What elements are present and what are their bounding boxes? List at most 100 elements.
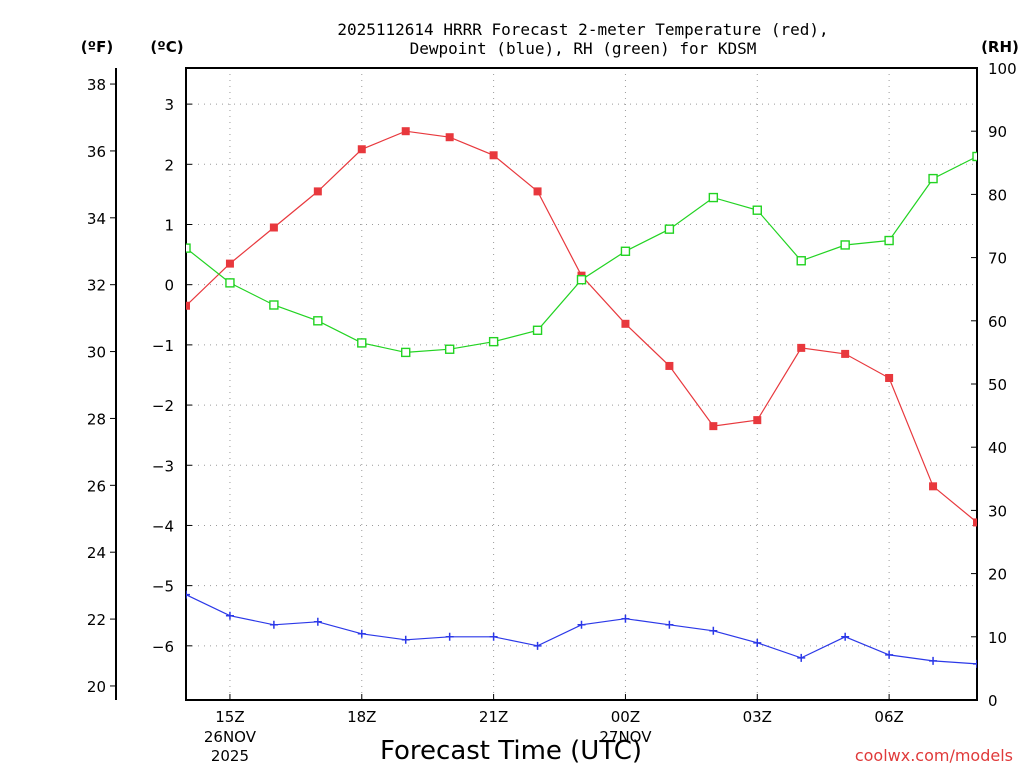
rh-point	[752, 205, 762, 215]
celsius-tick-label: −4	[152, 517, 174, 535]
credit-link[interactable]: coolwx.com/models	[855, 746, 1013, 765]
fahrenheit-tick-label: 22	[87, 611, 106, 629]
dewpoint-point	[445, 632, 454, 641]
rh-unit-label: (RH)	[981, 38, 1019, 56]
x-tick-label: 00Z	[611, 708, 640, 726]
dewpoint-point	[577, 620, 586, 629]
dewpoint-point	[269, 620, 278, 629]
dewpoint-point	[533, 641, 542, 650]
temperature-point	[973, 518, 977, 527]
dewpoint-point	[186, 590, 190, 599]
celsius-tick-label: −2	[152, 397, 174, 415]
rh-point	[186, 243, 191, 253]
dewpoint-point	[841, 632, 850, 641]
temperature-point	[225, 259, 234, 268]
temperature-point	[445, 133, 454, 142]
celsius-tick-label: −3	[152, 457, 174, 475]
temperature-point	[269, 223, 278, 232]
temperature-point	[797, 343, 806, 352]
rh-point	[928, 173, 938, 184]
rh-point	[532, 325, 543, 335]
dewpoint-point	[973, 659, 977, 668]
rh-tick-label: 40	[988, 439, 1007, 457]
celsius-unit-label: (ºC)	[150, 38, 183, 56]
rh-tick-label: 60	[988, 313, 1007, 331]
rh-point	[708, 192, 719, 203]
temperature-line	[186, 130, 977, 523]
rh-point	[972, 151, 977, 162]
rh-tick-label: 100	[988, 60, 1017, 78]
rh-line	[186, 155, 977, 354]
axes: 3210−1−2−3−4−5−6383634323028262422201009…	[87, 60, 1017, 765]
dewpoint-point	[753, 638, 762, 647]
dewpoint-point	[489, 632, 498, 641]
rh-point	[840, 240, 850, 250]
fahrenheit-tick-label: 24	[87, 544, 106, 562]
fahrenheit-tick-label: 36	[87, 143, 106, 161]
rh-point	[664, 224, 675, 234]
celsius-tick-label: 0	[164, 277, 174, 295]
rh-point	[444, 344, 455, 354]
fahrenheit-unit-label: (ºF)	[81, 38, 113, 56]
dewpoint-point	[357, 629, 366, 638]
celsius-tick-label: 2	[164, 156, 174, 174]
chart-title-line1: 2025112614 HRRR Forecast 2-meter Tempera…	[337, 20, 828, 39]
fahrenheit-tick-label: 28	[87, 410, 106, 428]
celsius-tick-label: 1	[164, 216, 174, 234]
rh-point	[269, 300, 279, 310]
rh-point	[401, 347, 411, 358]
rh-point	[576, 275, 587, 285]
dewpoint-point	[709, 626, 718, 635]
rh-series	[186, 151, 977, 358]
temperature-point	[665, 361, 674, 370]
dewpoint-point	[665, 620, 674, 629]
x-axis-title: Forecast Time (UTC)	[380, 736, 642, 766]
fahrenheit-tick-label: 32	[87, 277, 106, 295]
dewpoint-point	[885, 650, 894, 659]
grid-lines	[186, 68, 977, 700]
x-tick-label: 21Z	[479, 708, 508, 726]
celsius-tick-label: 3	[164, 96, 174, 114]
dewpoint-series	[186, 590, 977, 668]
plot-frame	[185, 67, 978, 701]
x-tick-label: 18Z	[347, 708, 376, 726]
celsius-tick-label: −6	[152, 638, 174, 656]
temperature-point	[929, 482, 938, 491]
temperature-point	[621, 319, 630, 328]
rh-tick-label: 90	[988, 123, 1007, 141]
x-tick-date-label: 26NOV	[204, 728, 257, 746]
temperature-point	[489, 151, 498, 160]
rh-point	[357, 338, 367, 348]
rh-point	[225, 278, 235, 288]
chart-title-line2: Dewpoint (blue), RH (green) for KDSM	[410, 39, 757, 58]
dewpoint-point	[797, 653, 806, 662]
celsius-tick-label: −1	[152, 337, 174, 355]
fahrenheit-tick-label: 30	[87, 344, 106, 362]
rh-point	[313, 316, 323, 326]
x-tick-date-label: 27NOV	[599, 728, 652, 746]
rh-tick-label: 0	[988, 692, 998, 710]
rh-point	[488, 336, 499, 347]
temperature-point	[885, 373, 894, 382]
dewpoint-point	[929, 656, 938, 665]
temperature-series	[186, 127, 977, 527]
temperature-point	[753, 416, 762, 425]
fahrenheit-tick-label: 34	[87, 210, 106, 228]
rh-point	[796, 256, 806, 266]
temperature-point	[401, 127, 410, 136]
rh-tick-label: 70	[988, 250, 1007, 268]
x-tick-label: 06Z	[874, 708, 903, 726]
x-tick-year-label: 2025	[211, 747, 249, 765]
rh-point	[884, 235, 894, 246]
fahrenheit-tick-label: 38	[87, 76, 106, 94]
temperature-point	[533, 187, 542, 196]
temperature-point	[709, 422, 718, 431]
data-series	[186, 127, 977, 668]
temperature-point	[186, 301, 190, 310]
rh-tick-label: 80	[988, 186, 1007, 204]
temperature-point	[357, 145, 366, 154]
dewpoint-point	[401, 635, 410, 644]
dewpoint-point	[225, 611, 234, 620]
x-tick-label: 15Z	[215, 708, 244, 726]
